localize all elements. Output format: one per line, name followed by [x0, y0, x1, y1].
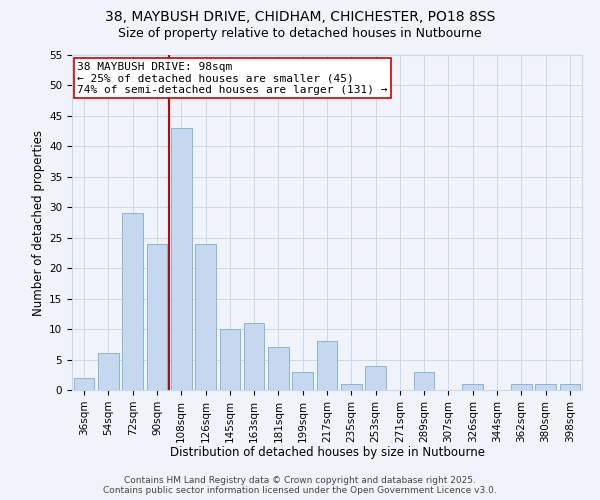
Text: Size of property relative to detached houses in Nutbourne: Size of property relative to detached ho… [118, 28, 482, 40]
Bar [244, 323, 265, 390]
Bar [511, 384, 532, 390]
Bar [560, 384, 580, 390]
Bar [341, 384, 362, 390]
Text: 38 MAYBUSH DRIVE: 98sqm
← 25% of detached houses are smaller (45)
74% of semi-de: 38 MAYBUSH DRIVE: 98sqm ← 25% of detache… [77, 62, 388, 95]
Bar [74, 378, 94, 390]
Text: Contains HM Land Registry data © Crown copyright and database right 2025.
Contai: Contains HM Land Registry data © Crown c… [103, 476, 497, 495]
Bar [195, 244, 216, 390]
Bar [268, 348, 289, 390]
Y-axis label: Number of detached properties: Number of detached properties [32, 130, 45, 316]
Text: 38, MAYBUSH DRIVE, CHIDHAM, CHICHESTER, PO18 8SS: 38, MAYBUSH DRIVE, CHIDHAM, CHICHESTER, … [105, 10, 495, 24]
Bar [292, 372, 313, 390]
Bar [365, 366, 386, 390]
Bar [146, 244, 167, 390]
X-axis label: Distribution of detached houses by size in Nutbourne: Distribution of detached houses by size … [170, 446, 485, 459]
Bar [220, 329, 240, 390]
Bar [463, 384, 483, 390]
Bar [122, 214, 143, 390]
Bar [535, 384, 556, 390]
Bar [98, 354, 119, 390]
Bar [414, 372, 434, 390]
Bar [317, 342, 337, 390]
Bar [171, 128, 191, 390]
